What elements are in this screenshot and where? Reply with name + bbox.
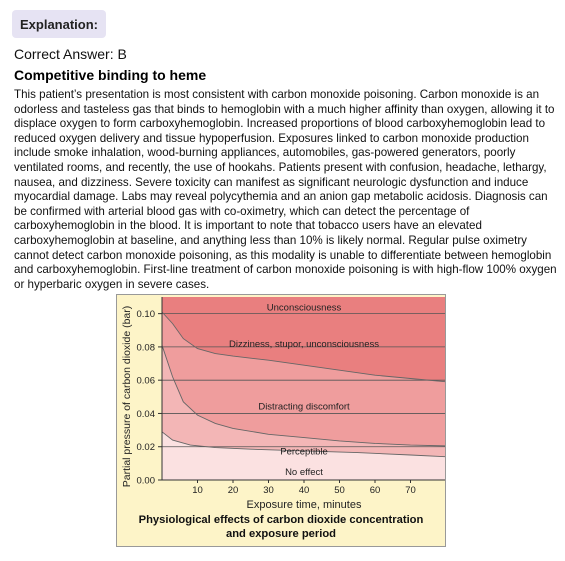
y-tick-label-1: 0.02 [137, 442, 156, 453]
x-tick-label-5: 60 [370, 485, 381, 496]
figure-caption: Physiological effects of carbon dioxide … [117, 513, 445, 541]
boundary-distracting-dizziness [161, 311, 445, 383]
explanation-badge: Explanation: [12, 10, 106, 38]
zone-label-1: Perceptible [280, 446, 328, 457]
caption-line-2: and exposure period [225, 528, 337, 540]
y-tick-label-2: 0.04 [137, 409, 156, 420]
zone-label-4: Unconsciousness [267, 302, 342, 313]
x-tick-label-2: 30 [263, 485, 274, 496]
y-axis-label: Partial pressure of carbon dioxide (bar) [121, 306, 133, 488]
correct-answer: Correct Answer: B [14, 46, 127, 62]
zone-label-2: Distracting discomfort [258, 402, 350, 413]
zone-distracting-discomfort [162, 345, 445, 480]
boundary-no-effect-perceptible [161, 431, 445, 458]
x-tick-label-3: 40 [299, 485, 310, 496]
explanation-heading: Competitive binding to heme [14, 67, 207, 83]
x-tick-label-6: 70 [405, 485, 416, 496]
zone-label-3: Dizziness, stupor, unconsciousness [229, 339, 379, 350]
caption-line-1: Physiological effects of carbon dioxide … [138, 514, 424, 526]
co2-effects-chart: 0.00 0.02 0.04 0.06 0.08 0.10 10 20 30 40 50 60 70 No… [121, 297, 445, 511]
x-tick-label-1: 20 [228, 485, 239, 496]
x-tick-label-0: 10 [192, 485, 203, 496]
y-tick-label-4: 0.08 [137, 342, 156, 353]
y-tick-label-0: 0.00 [137, 476, 156, 487]
zone-no-effect-fill [162, 431, 445, 480]
x-tick-label-4: 50 [334, 485, 345, 496]
y-tick-label-3: 0.06 [137, 376, 156, 387]
zone-label-0: No effect [285, 467, 323, 478]
boundary-perceptible-distracting [161, 345, 445, 447]
explanation-paragraph: This patient’s presentation is most cons… [14, 88, 557, 291]
y-tick-label-5: 0.10 [137, 309, 156, 320]
x-axis-label: Exposure time, minutes [247, 499, 362, 511]
co2-effects-figure: 0.00 0.02 0.04 0.06 0.08 0.10 10 20 30 40 50 60 70 No… [116, 294, 446, 547]
